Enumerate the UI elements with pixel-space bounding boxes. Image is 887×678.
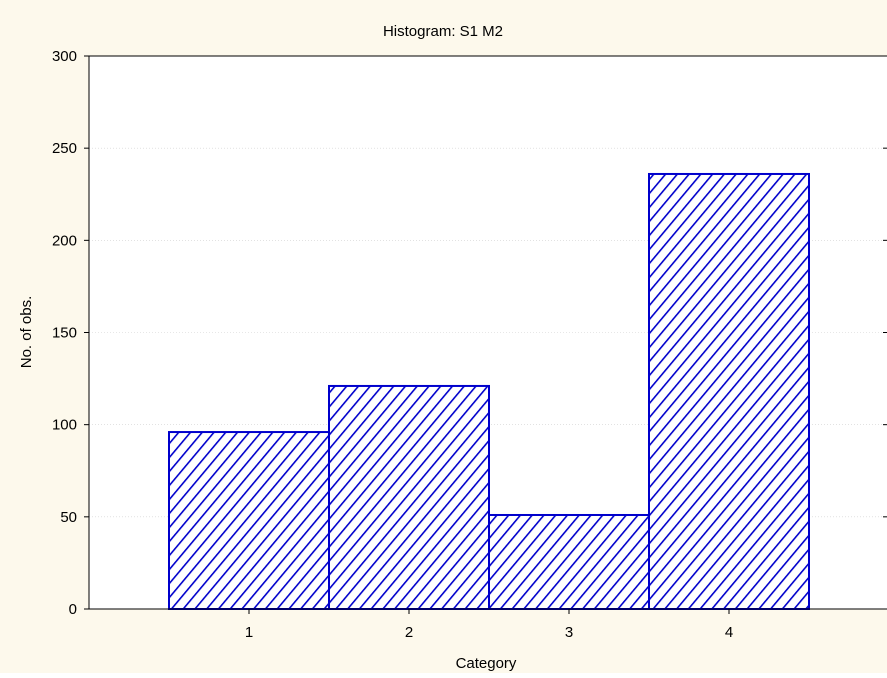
y-tick-label: 100 <box>52 417 77 434</box>
y-tick-label: 300 <box>52 48 77 65</box>
y-axis-label: No. of obs. <box>18 296 35 369</box>
bars <box>168 172 810 611</box>
x-tick-label: 4 <box>725 624 733 641</box>
chart-title: Histogram: S1 M2 <box>383 23 503 40</box>
x-tick-label: 3 <box>565 624 573 641</box>
bar-category-1 <box>168 431 330 611</box>
y-tick-label: 0 <box>69 601 77 618</box>
y-tick-label: 250 <box>52 140 77 157</box>
bar-category-2 <box>328 384 490 610</box>
x-axis-label: Category <box>456 655 517 672</box>
x-tick-label: 2 <box>405 624 413 641</box>
x-tick-label: 1 <box>245 624 253 641</box>
axis-ticks: 0 50 100 150 200 250 300 1 2 3 4 <box>52 48 887 641</box>
bar-category-3 <box>488 513 650 610</box>
y-tick-label: 50 <box>60 509 77 526</box>
y-tick-label: 200 <box>52 232 77 249</box>
y-tick-label: 150 <box>52 325 77 342</box>
bar-category-4 <box>648 172 810 610</box>
